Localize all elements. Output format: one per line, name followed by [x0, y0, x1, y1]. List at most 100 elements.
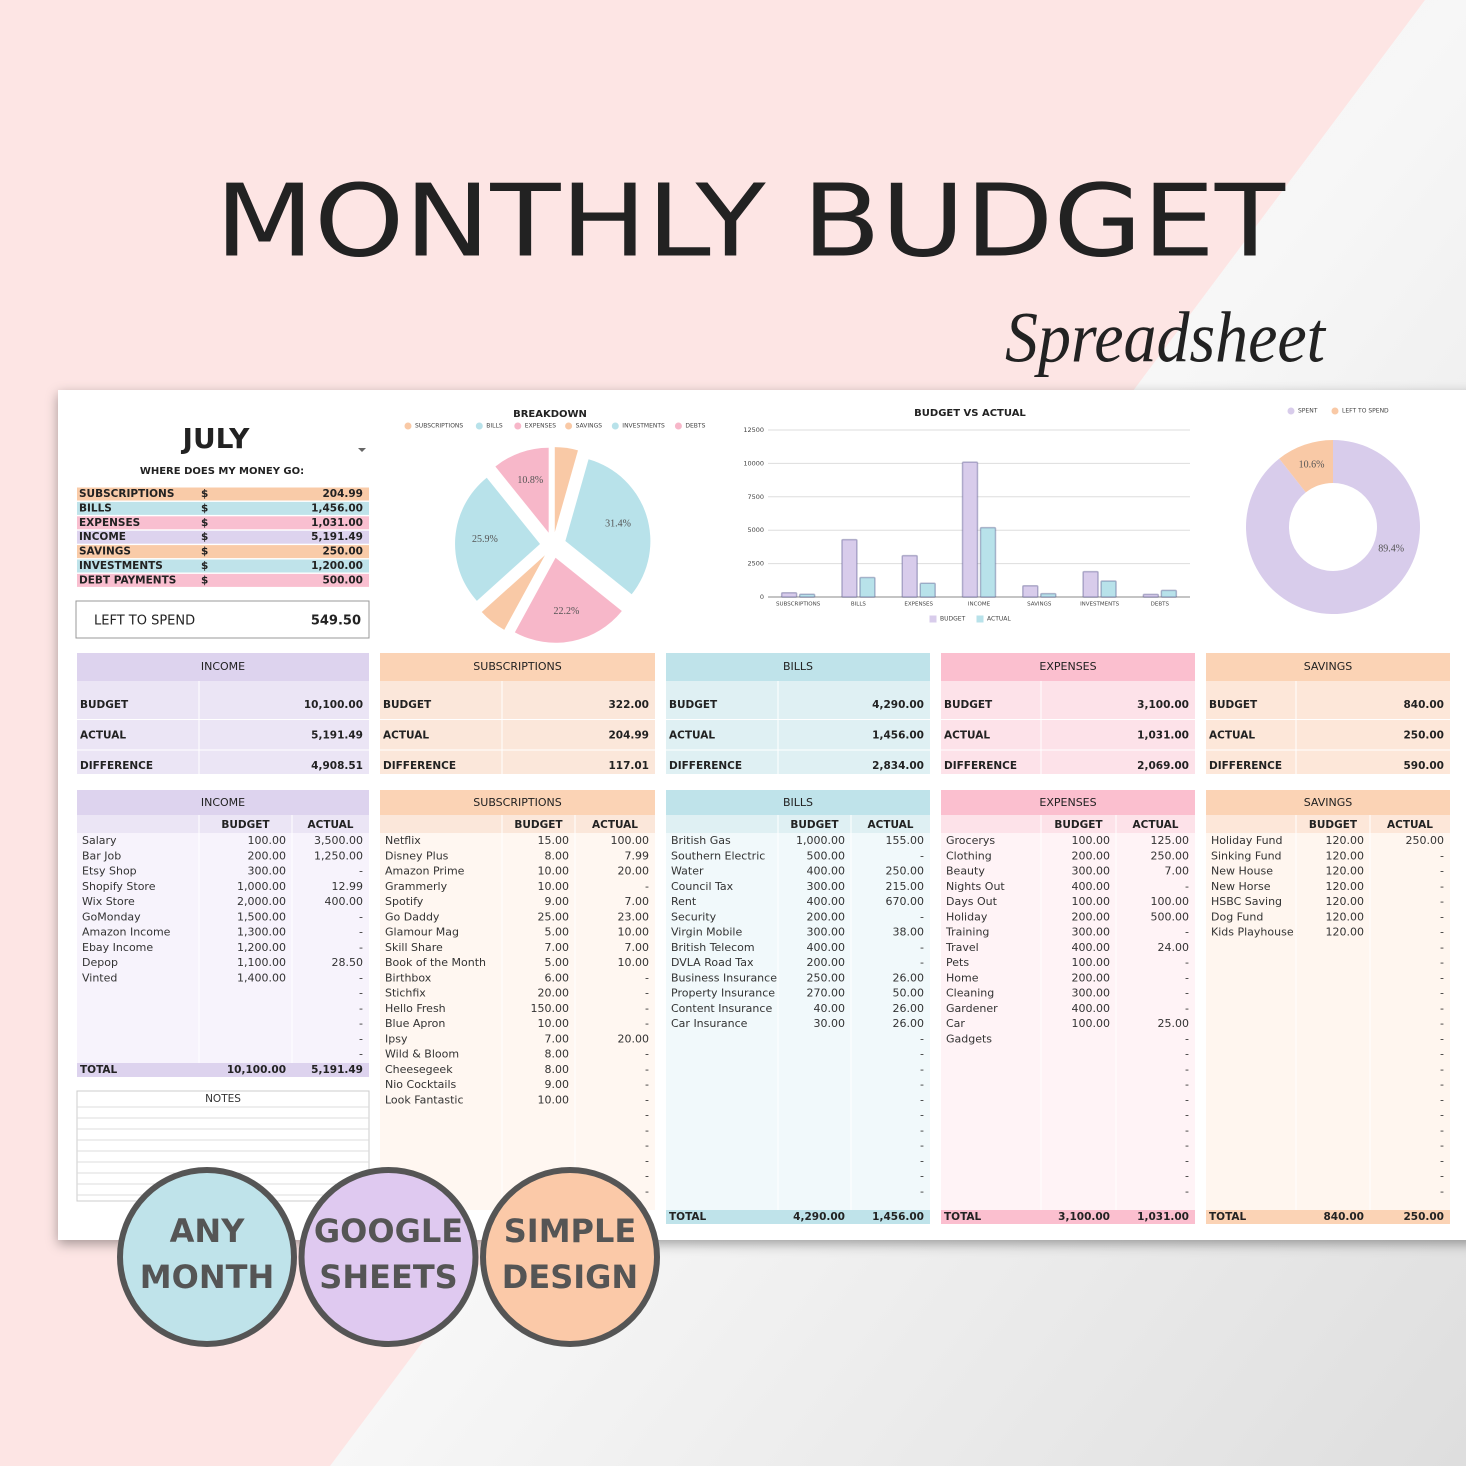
actual-cell: -	[1440, 1170, 1444, 1183]
budget-cell: 8.00	[545, 849, 570, 862]
row-label: Training	[945, 926, 989, 939]
table-body	[666, 833, 930, 1210]
actual-cell: -	[1185, 956, 1189, 969]
summary-row-bg	[77, 545, 369, 559]
main-title: MONTHLY BUDGET	[215, 162, 1286, 279]
overview-header	[666, 653, 930, 681]
overview-value: 4,290.00	[872, 699, 924, 711]
overview-title: INCOME	[201, 660, 245, 673]
overview-value: 10,100.00	[304, 699, 363, 711]
x-tick-label: EXPENSES	[904, 602, 933, 608]
summary-currency: $	[201, 488, 208, 500]
actual-cell: -	[1185, 1109, 1189, 1122]
actual-cell: 26.00	[893, 971, 925, 984]
budget-cell: 270.00	[807, 987, 846, 1000]
total-row-bg	[666, 1210, 930, 1224]
row-label: Glamour Mag	[385, 926, 459, 939]
badge-text: SHEETS	[319, 1258, 457, 1296]
summary-label: DEBT PAYMENTS	[79, 574, 176, 586]
actual-cell: -	[1440, 1124, 1444, 1137]
badge	[298, 1167, 479, 1347]
chart-title: BREAKDOWN	[513, 409, 587, 420]
overview-value: 840.00	[1403, 699, 1444, 711]
budget-cell: 120.00	[1326, 880, 1365, 893]
badge-text: SIMPLE	[504, 1212, 637, 1250]
pie-slice	[495, 447, 549, 533]
actual-cell: -	[1440, 1048, 1444, 1061]
row-label: Days Out	[946, 895, 998, 908]
budget-cell: 100.00	[1072, 1017, 1111, 1030]
row-label: Skill Share	[385, 941, 443, 954]
actual-cell: -	[920, 1154, 924, 1167]
chart-title: BUDGET VS ACTUAL	[914, 408, 1026, 419]
total-actual: 5,191.49	[311, 1064, 363, 1076]
budget-cell: 400.00	[807, 895, 846, 908]
table-body	[380, 833, 655, 1210]
summary-row-bg	[77, 530, 369, 544]
column-header: BUDGET	[1054, 819, 1103, 831]
row-label: DVLA Road Tax	[671, 956, 754, 969]
summary-label: SAVINGS	[79, 546, 131, 558]
overview-label: BUDGET	[383, 699, 432, 711]
legend-label: DEBTS	[685, 423, 705, 430]
overview-header	[77, 653, 369, 681]
row-label: Nights Out	[946, 880, 1005, 893]
pie-slice	[554, 447, 578, 533]
budget-cell: 9.00	[545, 895, 570, 908]
row-label: Gadgets	[946, 1032, 992, 1045]
budget-cell: 100.00	[1072, 834, 1111, 847]
actual-cell: -	[1440, 1093, 1444, 1106]
legend-swatch	[565, 422, 573, 430]
row-label: Content Insurance	[671, 1002, 772, 1015]
budget-cell: 500.00	[807, 849, 846, 862]
total-budget: 4,290.00	[793, 1211, 845, 1223]
actual-cell: 670.00	[886, 895, 925, 908]
budget-cell: 10.00	[538, 880, 570, 893]
row-label: Grammerly	[385, 880, 448, 893]
overview-value: 2,069.00	[1137, 760, 1189, 772]
budget-cell: 400.00	[1072, 880, 1111, 893]
overview-value: 5,191.49	[311, 730, 363, 742]
column-header-band	[1206, 815, 1450, 833]
budget-cell: 200.00	[248, 849, 287, 862]
row-label: Nio Cocktails	[385, 1078, 457, 1091]
column-header-band	[941, 815, 1195, 833]
legend-swatch	[674, 422, 682, 430]
slice-label: 22.2%	[553, 606, 579, 617]
row-label: Southern Electric	[671, 849, 765, 862]
budget-cell: 30.00	[814, 1017, 846, 1030]
overview-title: SUBSCRIPTIONS	[473, 660, 561, 673]
slice-label: 10.6%	[1299, 459, 1325, 470]
legend-label: INVESTMENTS	[622, 423, 665, 430]
spreadsheet-content: JULY WHERE DOES MY MONEY GO: SUBSCRIPTIONS…	[75, 407, 1450, 1347]
actual-cell: 250.00	[886, 865, 925, 878]
actual-cell: -	[1440, 1032, 1444, 1045]
row-label: British Gas	[671, 834, 731, 847]
row-label: Birthbox	[385, 971, 432, 984]
budget-cell: 120.00	[1326, 849, 1365, 862]
summary-label: SUBSCRIPTIONS	[79, 488, 174, 500]
actual-cell: -	[1440, 987, 1444, 1000]
actual-cell: -	[1440, 1078, 1444, 1091]
table-header	[380, 790, 655, 815]
actual-cell: -	[1185, 1048, 1189, 1061]
actual-cell: -	[645, 1124, 649, 1137]
actual-cell: -	[645, 1017, 649, 1030]
actual-cell: 125.00	[1151, 834, 1190, 847]
legend-label: EXPENSES	[525, 423, 556, 430]
summary-currency: $	[201, 574, 208, 586]
x-tick-label: INVESTMENTS	[1080, 602, 1120, 608]
actual-cell: 20.00	[618, 1032, 650, 1045]
actual-cell: -	[645, 1002, 649, 1015]
row-label: Virgin Mobile	[671, 926, 742, 939]
bar	[1022, 585, 1039, 598]
actual-cell: -	[920, 1124, 924, 1137]
actual-cell: -	[1440, 926, 1444, 939]
actual-cell: 215.00	[886, 880, 925, 893]
pie-slice	[565, 459, 651, 595]
row-label: Rent	[671, 895, 697, 908]
actual-cell: -	[359, 926, 363, 939]
legend-swatch	[404, 422, 412, 430]
total-actual: 1,031.00	[1137, 1211, 1189, 1223]
column-header: BUDGET	[221, 819, 270, 831]
